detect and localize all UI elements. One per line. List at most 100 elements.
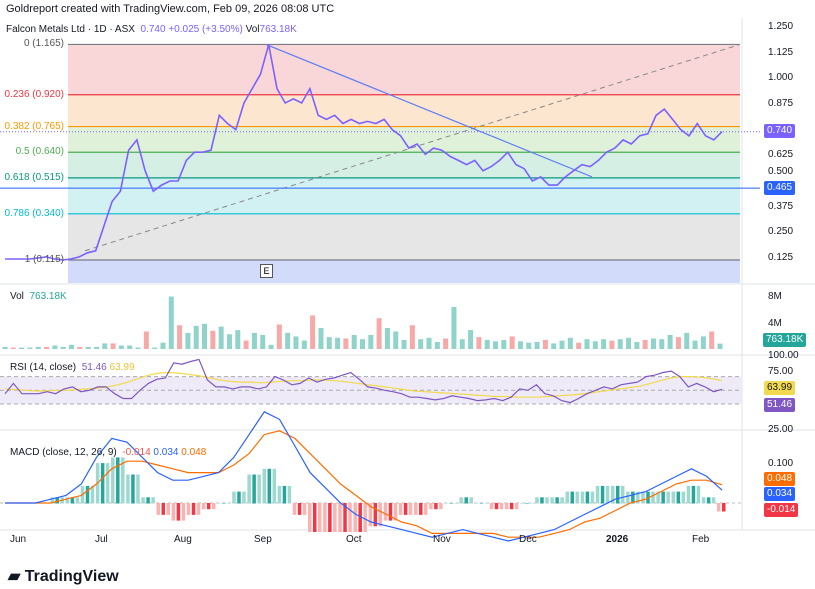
volume-bar [692,340,698,349]
last-price-tag: 0.740 [764,124,796,138]
macd-histogram-bar [454,503,458,504]
macd-histogram-bar [681,491,686,504]
macd-histogram-bar [398,503,403,515]
volume-bar [60,346,66,349]
macd-histogram-bar [595,485,600,504]
macd-histogram-bar [590,491,595,504]
volume-bar [351,335,357,349]
volume-bar [360,339,365,349]
volume-bar [127,345,133,349]
volume-bar [626,337,632,349]
symbol-legend: Falcon Metals Ltd · 1D · ASX 0.740 +0.02… [6,24,297,36]
volume-bar [517,341,523,349]
macd-histogram-bar [494,503,499,510]
macd-histogram-bar [676,491,681,504]
volume-bar [102,343,108,349]
volume-bar [210,330,216,349]
time-axis-label: Dec [519,534,537,545]
fib-trend-dashed-line [84,43,741,252]
macd-histogram-bar [585,491,590,504]
macd-histogram-bar [287,485,292,504]
macd-histogram-bar [181,503,186,521]
fib-label: 0.618 (0.515) [4,171,65,183]
volume-bar [135,347,141,349]
macd-histogram-bar [292,503,297,515]
macd-histogram-bar [353,503,357,532]
macd-histogram-bar [580,491,585,504]
rsi-ma-tag: 63.99 [764,381,796,395]
volume-bar [418,339,424,349]
macd-histogram-bar [186,503,191,515]
volume-bar [376,318,382,349]
volume-bar [268,344,274,349]
volume-bar [459,339,465,349]
macd-histogram-bar [90,485,95,504]
rsi-line [4,358,723,404]
macd-histogram-bar [555,497,559,504]
volume-bar [401,339,407,349]
volume-bar [409,325,415,349]
macd-histogram-bar [257,474,261,504]
volume-bar [542,339,548,349]
macd-histogram-bar [227,503,231,504]
macd-histogram-bar [368,503,373,527]
logo-text: TradingView [24,568,119,585]
tradingview-logo[interactable]: ▰ TradingView [8,568,119,585]
macd-histogram-bar [343,503,347,532]
macd-histogram-bar [615,485,620,504]
macd-histogram-bar [459,497,463,504]
macd-histogram-bar [651,491,655,504]
volume-bar [19,347,25,349]
rsi-legend: RSI (14, close) 51.46 63.99 [10,362,135,374]
volume-bar [426,337,432,349]
macd-histogram-bar [358,503,362,532]
volume-bar [717,343,723,349]
macd-histogram-bar [116,457,120,504]
macd-histogram-bar [686,485,691,504]
macd-histogram-bar [520,503,524,504]
macd-histogram-bar [166,503,170,515]
earnings-marker[interactable]: E [260,264,273,278]
macd-histogram-bar [136,474,140,504]
volume-bar [667,335,673,349]
trend-line [265,43,593,178]
macd-histogram-bar [575,491,580,504]
volume-bar [301,340,307,349]
volume-bar [567,337,573,349]
macd-histogram-bar [272,468,277,504]
symbol-name: Falcon Metals Ltd · 1D · ASX [6,24,135,35]
macd-histogram-bar [373,503,378,527]
fib-label: 0 (1.165) [23,38,64,50]
macd-histogram-bar [514,503,519,510]
macd-histogram-bar [631,491,635,504]
macd-histogram-bar [388,503,393,521]
fib-band [68,94,740,127]
rsi-value: 51.46 [81,362,107,373]
volume-bar [193,325,199,349]
vol-axis-8m: 8M [768,291,782,302]
volume-bar [310,315,316,349]
macd-histogram-bar [479,503,484,504]
macd-histogram-bar [161,503,165,515]
volume-bar [551,343,557,349]
volume-bar [85,346,91,349]
volume-legend: Vol 763.18K [10,291,67,303]
price-line [5,44,723,261]
macd-histogram-bar [429,503,433,510]
macd-histogram-bar [706,497,711,504]
macd-histogram-bar [449,503,453,504]
macd-histogram-bar [570,491,575,504]
macd-histogram-bar [146,497,150,504]
time-axis-label: Jun [10,534,27,545]
macd-histogram-bar [600,485,605,504]
macd-histogram-bar [626,491,630,504]
volume-bar [584,339,590,349]
fib-label: 0.236 (0.920) [4,88,65,100]
macd-histogram-bar [100,463,105,504]
rsi-ma-value: 63.99 [109,362,135,373]
volume-bar [318,328,324,349]
volume-bar [642,339,648,349]
volume-bar [260,335,266,349]
macd-histogram-bar [338,503,342,532]
